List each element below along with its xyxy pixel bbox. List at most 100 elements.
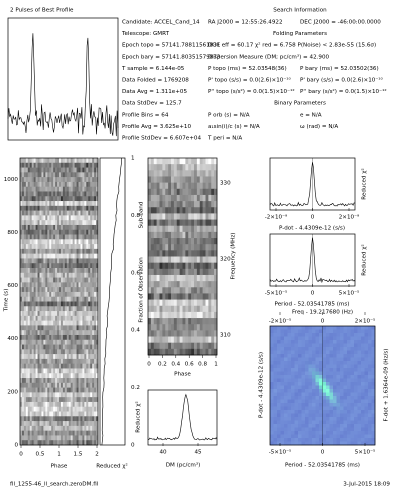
- time-phase-cell: [64, 172, 68, 178]
- time-phase-cell: [59, 416, 62, 422]
- pdot-period-cell: [350, 357, 355, 362]
- time-phase-cell: [33, 344, 36, 350]
- time-phase-cell: [23, 315, 27, 321]
- subband-cell: [214, 268, 218, 276]
- time-phase-cell: [76, 186, 79, 192]
- time-phase-cell: [33, 244, 36, 250]
- pdot-period-cell: [368, 434, 372, 439]
- pdot-period-cell: [315, 375, 320, 379]
- time-phase-cell: [43, 258, 46, 264]
- time-phase-cell: [76, 401, 79, 408]
- time-phase-cell: [90, 354, 93, 360]
- time-phase-cell: [21, 406, 25, 412]
- time-phase-cell: [51, 358, 54, 364]
- time-phase-cell: [55, 248, 58, 254]
- pdot-period-cell: [308, 389, 313, 393]
- time-phase-cell: [33, 181, 36, 187]
- time-phase-cell: [57, 158, 60, 164]
- pdot-period-cell: [294, 406, 299, 411]
- pdot-period-cell: [343, 417, 348, 421]
- pdot-period-cell: [340, 424, 344, 428]
- subband-cell: [196, 207, 201, 214]
- time-phase-cell: [64, 349, 68, 355]
- info-left: Data Avg = 1.311e+05: [122, 89, 187, 95]
- time-phase-cell: [59, 315, 62, 321]
- subband-cell: [153, 318, 157, 325]
- time-phase-cell: [90, 239, 93, 245]
- pdot-period-cell: [319, 375, 323, 379]
- pdot-period-cell: [312, 392, 316, 397]
- time-phase-cell: [33, 401, 36, 408]
- pdot-period-cell: [280, 431, 285, 435]
- time-phase-cell: [35, 244, 38, 250]
- subband-cell: [162, 219, 166, 227]
- time-phase-cell: [57, 349, 60, 355]
- time-phase-cell: [47, 296, 50, 302]
- time-phase-cell: [60, 363, 64, 369]
- time-phase-cell: [82, 425, 85, 431]
- subband-cell: [168, 238, 172, 245]
- pdot-period-cell: [319, 410, 323, 414]
- subband-cell: [171, 293, 175, 300]
- pdot-period-cell: [277, 350, 281, 355]
- pdot-period-cell: [340, 343, 344, 348]
- time-phase-cell: [55, 349, 58, 355]
- pdot-period-cell: [354, 354, 358, 358]
- time-phase-cell: [72, 177, 75, 183]
- time-phase-cell: [45, 282, 48, 288]
- time-phase-cell: [84, 382, 87, 388]
- pdot-period-cell: [333, 375, 337, 379]
- time-phase-cell: [88, 229, 91, 235]
- pdot-period-cell: [301, 371, 306, 376]
- time-phase-cell: [59, 339, 62, 345]
- time-phase-cell: [70, 158, 73, 164]
- time-phase-cell: [37, 162, 40, 168]
- subband-cell: [159, 305, 163, 313]
- pdot-period-cell: [294, 350, 299, 355]
- subband-cell: [191, 299, 195, 307]
- time-phase-cell: [82, 167, 85, 173]
- time-phase-cell: [43, 406, 46, 412]
- time-phase-cell: [90, 234, 93, 240]
- time-phase-cell: [74, 196, 77, 202]
- time-phase-cell: [59, 272, 62, 278]
- time-phase-cell: [68, 229, 71, 235]
- pdot-period-cell: [368, 392, 372, 397]
- pdot-period-cell: [287, 361, 292, 365]
- time-phase-cell: [53, 224, 56, 231]
- time-phase-cell: [59, 368, 62, 374]
- time-phase-cell: [35, 397, 38, 403]
- time-phase-cell: [45, 440, 48, 446]
- pdot-period-cell: [333, 326, 337, 330]
- pdot-period-cell: [291, 368, 295, 372]
- time-phase-cell: [41, 334, 44, 341]
- time-phase-cell: [92, 224, 95, 231]
- time-phase-cell: [84, 440, 87, 446]
- time-phase-cell: [43, 244, 46, 250]
- time-phase-cell: [21, 162, 25, 168]
- time-phase-cell: [82, 315, 85, 321]
- time-phase-cell: [25, 378, 29, 384]
- time-phase-cell: [23, 239, 27, 245]
- chi2-line: [101, 158, 122, 446]
- pdot-period-cell: [319, 333, 323, 337]
- pdot-period-cell: [298, 438, 302, 442]
- time-phase-cell: [86, 172, 89, 178]
- pdot-period-cell: [277, 427, 281, 432]
- time-phase-cell: [39, 210, 42, 216]
- time-phase-cell: [70, 181, 73, 187]
- pdot-period-cell: [361, 329, 365, 334]
- time-phase-cell: [20, 258, 23, 264]
- subband-cell: [185, 299, 189, 307]
- time-phase-cell: [94, 339, 97, 345]
- time-phase-cell: [84, 287, 87, 293]
- pdot-period-cell: [350, 441, 355, 446]
- time-phase-cell: [86, 416, 89, 422]
- time-phase-cell: [53, 205, 56, 211]
- time-phase-cell: [53, 339, 56, 345]
- time-phase-cell: [55, 416, 58, 422]
- time-phase-cell: [92, 440, 95, 446]
- time-phase-cell: [35, 287, 38, 293]
- subband-cell: [188, 231, 192, 239]
- time-phase-cell: [92, 320, 95, 326]
